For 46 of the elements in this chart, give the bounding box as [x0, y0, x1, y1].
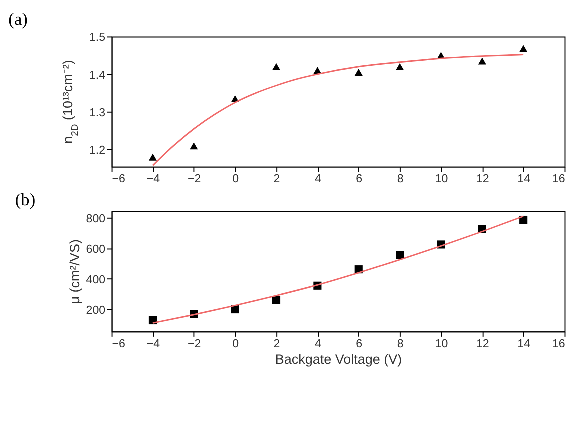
point: [272, 296, 281, 304]
x-tick-label: −4: [146, 174, 161, 186]
point: [520, 45, 528, 52]
chart-title: (a): [8, 10, 28, 30]
x-tick-label: 16: [552, 338, 566, 351]
x-tick-label: 14: [518, 174, 532, 186]
y-tick-label: 1.3: [89, 107, 106, 120]
y-tick-label: 600: [86, 244, 106, 256]
y-axis-title: n2D (10¹³cm⁻²): [60, 60, 82, 144]
y-tick-label: 800: [86, 213, 106, 226]
x-tick-label: −6: [112, 338, 126, 351]
x-tick-label: 6: [356, 174, 363, 186]
y-tick-label: 1.4: [89, 70, 106, 82]
x-tick-label: 2: [274, 338, 280, 351]
x-tick-label: −2: [188, 174, 202, 186]
point: [396, 63, 404, 70]
x-tick-label: −4: [146, 338, 161, 351]
x-tick-label: 12: [476, 338, 490, 351]
x-tick-label: 6: [356, 338, 363, 351]
point: [478, 58, 486, 65]
x-tick-label: 0: [232, 174, 240, 186]
point: [396, 251, 404, 260]
x-tick-label: 4: [314, 338, 322, 351]
point: [272, 63, 281, 70]
x-tick-label: 8: [397, 174, 404, 186]
x-axis-title: Backgate Voltage (V): [275, 352, 402, 367]
chart-title: (b): [15, 190, 36, 210]
x-tick-label: 12: [476, 174, 490, 186]
x-tick-label: 16: [552, 174, 566, 186]
x-tick-label: 14: [518, 338, 532, 351]
point: [354, 69, 363, 76]
x-tick-label: −6: [112, 174, 126, 186]
x-tick-label: 0: [232, 338, 240, 351]
y-axis-title: μ (cm²/VS): [67, 240, 82, 304]
x-tick-label: 10: [435, 174, 448, 186]
x-tick-label: 8: [397, 338, 404, 351]
y-tick-label: 1.5: [89, 32, 106, 44]
point: [190, 142, 198, 150]
x-tick-label: 10: [435, 338, 448, 351]
x-tick-label: −2: [188, 338, 202, 351]
y-tick-label: 1.2: [89, 145, 106, 158]
y-tick-label: 400: [86, 274, 106, 286]
point: [148, 154, 158, 161]
x-tick-label: 2: [274, 174, 280, 186]
y-tick-label: 200: [86, 304, 106, 317]
x-tick-label: 4: [314, 174, 322, 186]
